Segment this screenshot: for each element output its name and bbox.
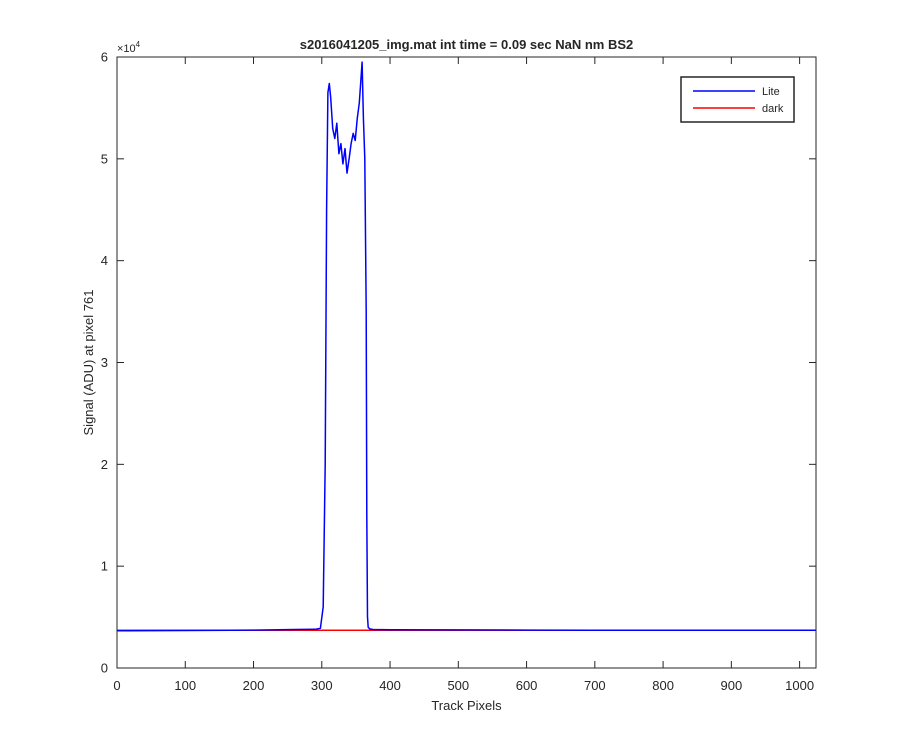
plot-area	[117, 57, 816, 668]
y-axis-ticks: 0 1 2 3 4 5 6	[101, 50, 816, 676]
x-tick-label: 800	[652, 678, 674, 693]
y-tick-label: 0	[101, 661, 108, 676]
x-tick-label: 900	[721, 678, 743, 693]
y-tick-label: 6	[101, 50, 108, 65]
y-axis-label: Signal (ADU) at pixel 761	[81, 290, 96, 436]
y-tick-label: 2	[101, 457, 108, 472]
x-tick-label: 500	[447, 678, 469, 693]
x-tick-label: 400	[379, 678, 401, 693]
y-tick-label: 1	[101, 559, 108, 574]
x-axis-label: Track Pixels	[431, 698, 502, 713]
x-tick-label: 600	[516, 678, 538, 693]
x-tick-label: 200	[243, 678, 265, 693]
y-tick-label: 4	[101, 253, 108, 268]
series-layer	[116, 61, 816, 632]
y-tick-label: 5	[101, 151, 108, 166]
x-tick-label: 300	[311, 678, 333, 693]
legend: Lite dark	[680, 76, 795, 123]
x-tick-label: 1000	[785, 678, 814, 693]
chart-title: s2016041205_img.mat int time = 0.09 sec …	[300, 37, 634, 52]
series-line-lite	[116, 61, 816, 632]
legend-label-lite: Lite	[762, 86, 780, 98]
legend-box	[680, 76, 795, 123]
y-tick-label: 3	[101, 355, 108, 370]
legend-label-dark: dark	[762, 103, 784, 115]
x-tick-label: 0	[113, 678, 120, 693]
y-axis-exponent: ×104	[117, 40, 141, 55]
x-tick-label: 100	[174, 678, 196, 693]
x-tick-label: 700	[584, 678, 606, 693]
x-axis-ticks: 0 100 200 300 400 500 600 700 800 900 1000	[113, 57, 814, 693]
